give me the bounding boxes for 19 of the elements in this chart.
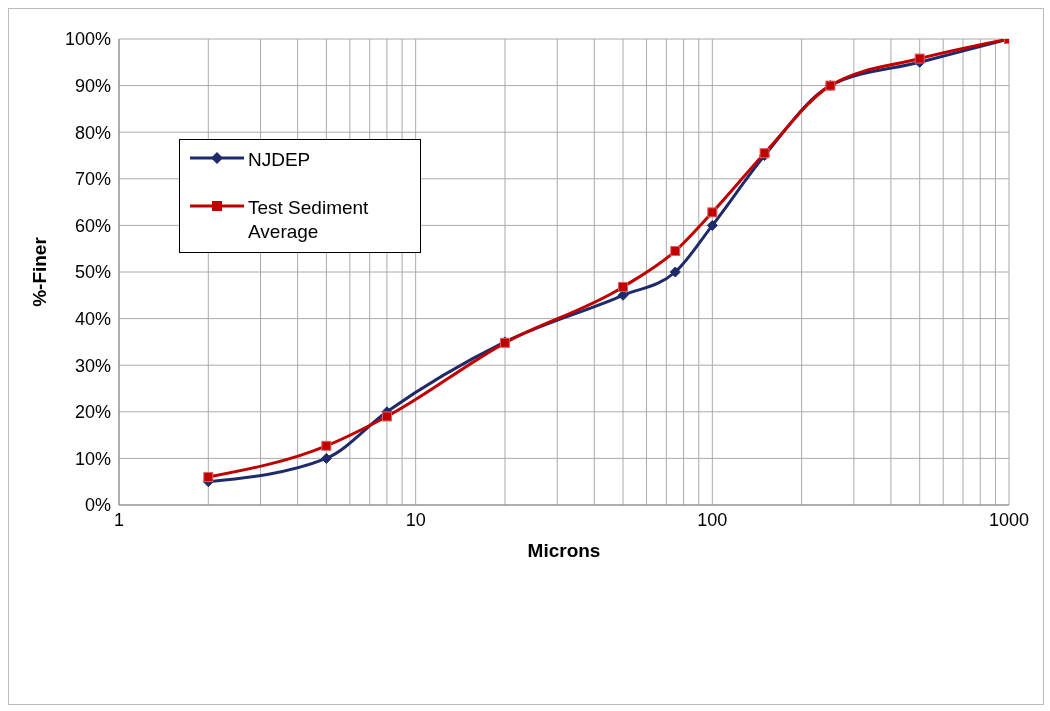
- x-tick-label: 1000: [988, 509, 1030, 530]
- y-tick-label: 20%: [74, 402, 111, 423]
- x-tick-label: 10: [405, 509, 426, 530]
- y-tick-label: 0%: [84, 495, 111, 516]
- y-tick-label: 100%: [64, 29, 111, 50]
- legend-label: Test Sediment Average: [248, 196, 370, 244]
- y-tick-label: 40%: [74, 308, 111, 329]
- y-tick-label: 10%: [74, 448, 111, 469]
- y-axis-title: %-Finer: [28, 236, 50, 307]
- legend-label: NJDEP: [248, 148, 311, 172]
- y-tick-label: 90%: [74, 75, 111, 96]
- x-tick-label: 100: [697, 509, 728, 530]
- y-tick-label: 50%: [74, 262, 111, 283]
- y-tick-label: 60%: [74, 215, 111, 236]
- y-tick-label: 30%: [74, 355, 111, 376]
- y-tick-label: 80%: [74, 122, 111, 143]
- y-tick-label: 70%: [74, 169, 111, 190]
- x-axis-title: Microns: [527, 540, 601, 561]
- x-tick-label: 1: [113, 509, 125, 530]
